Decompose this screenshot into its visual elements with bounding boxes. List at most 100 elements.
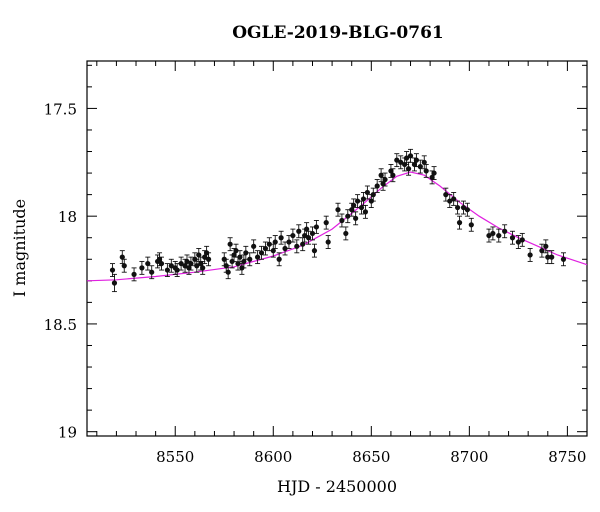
data-point bbox=[509, 230, 516, 245]
point-marker bbox=[145, 260, 151, 267]
point-marker bbox=[398, 159, 404, 165]
point-marker bbox=[447, 198, 453, 204]
point-marker bbox=[196, 252, 202, 258]
data-point bbox=[468, 217, 474, 232]
data-point bbox=[196, 248, 202, 262]
point-marker bbox=[121, 263, 127, 269]
point-marker bbox=[443, 192, 449, 198]
data-point bbox=[311, 243, 318, 258]
point-marker bbox=[251, 243, 257, 249]
point-marker bbox=[182, 263, 188, 269]
point-marker bbox=[405, 166, 412, 172]
data-point bbox=[560, 252, 567, 267]
data-points bbox=[109, 148, 567, 293]
point-marker bbox=[486, 232, 492, 239]
point-marker bbox=[109, 267, 116, 273]
data-point bbox=[323, 215, 329, 230]
x-axis-label: HJD - 2450000 bbox=[277, 477, 397, 496]
point-marker bbox=[188, 260, 194, 267]
point-marker bbox=[364, 189, 370, 196]
data-point bbox=[227, 237, 233, 252]
point-marker bbox=[149, 269, 155, 275]
point-marker bbox=[139, 265, 145, 271]
data-point bbox=[451, 192, 457, 206]
data-point bbox=[407, 148, 414, 163]
data-point bbox=[353, 211, 359, 226]
x-tick-label: 8700 bbox=[450, 448, 488, 466]
data-point bbox=[313, 220, 320, 234]
point-marker bbox=[519, 237, 525, 243]
point-marker bbox=[451, 196, 457, 202]
point-marker bbox=[515, 239, 521, 245]
data-point bbox=[539, 243, 545, 258]
point-marker bbox=[290, 232, 296, 239]
data-point bbox=[486, 228, 492, 243]
plot-frame bbox=[86, 60, 588, 437]
data-point bbox=[272, 235, 278, 249]
y-tick-label: 17.5 bbox=[44, 100, 77, 118]
point-marker bbox=[233, 248, 239, 254]
point-marker bbox=[496, 232, 502, 239]
data-point bbox=[464, 202, 470, 217]
point-marker bbox=[378, 172, 384, 178]
point-marker bbox=[241, 258, 247, 265]
point-marker bbox=[460, 204, 467, 211]
data-point bbox=[251, 239, 257, 254]
data-point bbox=[443, 187, 449, 202]
model-curve bbox=[86, 171, 588, 282]
point-marker bbox=[411, 161, 418, 168]
point-marker bbox=[262, 245, 269, 252]
point-marker bbox=[464, 207, 470, 213]
data-point bbox=[139, 260, 145, 275]
data-point bbox=[205, 252, 212, 267]
data-point bbox=[305, 230, 312, 245]
point-marker bbox=[339, 217, 345, 224]
point-marker bbox=[156, 256, 163, 262]
data-point bbox=[378, 168, 384, 183]
point-marker bbox=[174, 267, 180, 273]
data-point bbox=[394, 153, 400, 168]
data-point bbox=[145, 256, 151, 271]
point-marker bbox=[276, 256, 282, 262]
point-marker bbox=[502, 228, 508, 234]
data-point bbox=[405, 161, 412, 176]
y-tick-label: 18.5 bbox=[44, 316, 77, 334]
point-marker bbox=[382, 176, 388, 183]
point-marker bbox=[335, 207, 341, 213]
point-marker bbox=[374, 183, 380, 189]
point-marker bbox=[370, 192, 376, 198]
data-point bbox=[254, 250, 261, 265]
point-marker bbox=[131, 271, 137, 277]
point-marker bbox=[200, 265, 206, 271]
point-marker bbox=[351, 202, 357, 208]
axis-ticks bbox=[87, 61, 588, 436]
point-marker bbox=[272, 239, 278, 245]
point-marker bbox=[237, 254, 243, 260]
data-point bbox=[413, 153, 420, 168]
point-marker bbox=[254, 254, 261, 260]
data-point bbox=[456, 215, 463, 230]
point-marker bbox=[413, 157, 420, 163]
point-marker bbox=[286, 239, 292, 245]
point-marker bbox=[178, 260, 184, 267]
data-point bbox=[370, 187, 376, 202]
point-marker bbox=[296, 228, 302, 234]
data-point bbox=[178, 256, 184, 271]
point-marker bbox=[300, 241, 306, 247]
point-marker bbox=[380, 181, 386, 187]
point-marker bbox=[358, 204, 365, 211]
point-marker bbox=[266, 241, 272, 247]
data-point bbox=[496, 228, 502, 243]
data-point bbox=[335, 202, 341, 217]
point-marker bbox=[305, 235, 312, 241]
data-point bbox=[502, 224, 508, 239]
data-point bbox=[519, 232, 525, 247]
point-marker bbox=[119, 254, 125, 260]
data-point bbox=[290, 228, 296, 243]
point-marker bbox=[278, 235, 284, 241]
point-marker bbox=[349, 207, 355, 213]
data-point bbox=[294, 239, 300, 254]
data-point bbox=[247, 252, 253, 267]
point-marker bbox=[431, 170, 437, 176]
point-marker bbox=[325, 239, 331, 245]
